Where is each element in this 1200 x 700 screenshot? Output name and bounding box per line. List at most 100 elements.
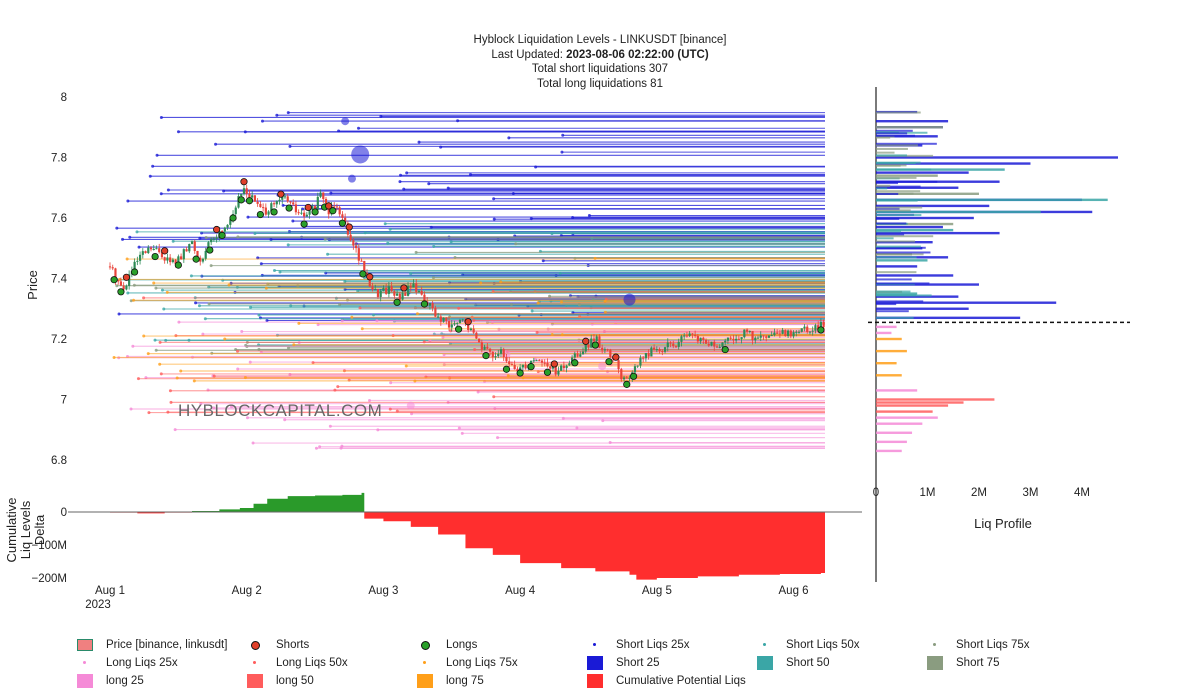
legend-item[interactable]: Long Liqs 50x (240, 655, 348, 671)
liquidation-chart[interactable]: HYBLOCKCAPITAL.COM 8 7.8 7.6 7.4 7.2 7 6.8 Pric… (0, 0, 1200, 635)
profile-bar (876, 214, 922, 217)
candle-body (650, 347, 653, 357)
liq-level-start (278, 270, 282, 274)
legend-item[interactable]: Short 25 (580, 655, 659, 671)
legend-item[interactable]: Shorts (240, 637, 309, 653)
candle-body (338, 207, 341, 215)
liq-level-start (404, 364, 408, 368)
legend-item[interactable]: Short Liqs 50x (750, 637, 860, 653)
legend-item[interactable]: long 25 (70, 673, 144, 689)
profile-tick-label: 1M (919, 487, 935, 499)
candle-body (379, 290, 382, 297)
profile-bar (876, 164, 907, 167)
candle-body (275, 201, 278, 205)
liq-level-start (449, 240, 453, 244)
long-marker (256, 210, 264, 219)
liq-level-start (560, 333, 564, 337)
liq-level-start (275, 113, 279, 117)
candle-body (256, 201, 259, 204)
profile-bar (876, 310, 909, 313)
candle-body (267, 211, 270, 215)
legend-item[interactable]: Price [binance, linkusdt] (70, 637, 227, 653)
liq-level-start (372, 313, 376, 317)
time-tick-label: Aug 1 (95, 585, 125, 597)
candle-body (543, 362, 546, 364)
liq-level-start (395, 409, 399, 413)
legend-label: Cumulative Potential Liqs (616, 675, 746, 687)
candle-body (117, 280, 120, 282)
candle-body (513, 365, 516, 370)
candle-body (713, 341, 716, 347)
candle-body (540, 360, 544, 363)
liq-profile-panel[interactable] (868, 87, 1130, 582)
liq-level-start (405, 171, 409, 175)
legend-item[interactable]: Longs (410, 637, 477, 653)
long-marker (285, 204, 293, 212)
candle-body (519, 367, 522, 372)
profile-bar (876, 245, 921, 248)
candle-body (480, 342, 483, 350)
legend-item[interactable]: Short Liqs 25x (580, 637, 690, 653)
legend-item[interactable]: Long Liqs 25x (70, 655, 178, 671)
candle-body (756, 337, 760, 339)
price-candles[interactable] (108, 184, 825, 382)
candle-body (702, 337, 705, 340)
legend-item[interactable]: long 75 (410, 673, 484, 689)
total-long-liquidations: Total long liquidations 81 (537, 77, 663, 90)
profile-bar (876, 222, 954, 226)
candle-body (286, 196, 289, 202)
candle-body (789, 330, 792, 337)
candle-body (538, 360, 541, 362)
legend-item[interactable]: Cumulative Potential Liqs (580, 673, 746, 689)
candle-body (724, 340, 727, 343)
liq-level-start (386, 241, 390, 245)
long-marker (237, 196, 245, 204)
candle-body (598, 336, 601, 348)
liq-level-start (169, 400, 173, 404)
legend-item[interactable]: long 50 (240, 673, 314, 689)
candle-body (215, 237, 218, 239)
long-marker (516, 369, 524, 377)
candle-body (226, 224, 229, 228)
legend-swatch-shape (587, 656, 603, 670)
candle-body (800, 328, 803, 332)
legend-item[interactable]: Short 75 (920, 655, 999, 671)
liq-level-start (560, 150, 564, 154)
cumulative-delta-panel[interactable] (68, 492, 862, 580)
legend-item[interactable]: Long Liqs 75x (410, 655, 518, 671)
liq-level-start (176, 130, 180, 134)
liq-level-start (415, 312, 419, 316)
legend-item[interactable]: Short Liqs 75x (920, 637, 1030, 653)
candle-body (740, 337, 743, 339)
candle-body (333, 206, 336, 208)
candle-body (765, 336, 768, 338)
liq-level-start (337, 129, 341, 133)
time-tick-year: 2023 (85, 599, 111, 611)
legend-label: long 75 (446, 675, 484, 687)
legend-item[interactable]: Short 50 (750, 655, 829, 671)
candle-body (773, 332, 776, 336)
liq-level-start (194, 301, 198, 305)
profile-bar (876, 410, 933, 413)
candle-body (502, 349, 505, 358)
candle-body (497, 353, 500, 357)
candle-body (732, 338, 735, 341)
chart-legend[interactable]: Price [binance, linkusdt] Shorts Longs Shor… (70, 637, 1190, 693)
profile-bar (876, 274, 954, 277)
candle-body (759, 335, 762, 338)
profile-bar (876, 190, 921, 193)
liq-level-start (189, 274, 193, 278)
candle-body (554, 366, 557, 375)
legend-swatch-shape (421, 641, 430, 650)
liq-level-start (529, 217, 533, 221)
liq-level-start (422, 340, 426, 344)
candle-body (335, 206, 339, 208)
legend-swatch-shape (927, 656, 943, 670)
candle-body (442, 317, 445, 322)
long-marker (300, 220, 308, 228)
profile-bar (876, 398, 995, 401)
candle-body (376, 289, 380, 297)
legend-swatch-icon (410, 673, 440, 689)
liq-level-start (243, 130, 247, 134)
liq-level-start (115, 226, 119, 230)
